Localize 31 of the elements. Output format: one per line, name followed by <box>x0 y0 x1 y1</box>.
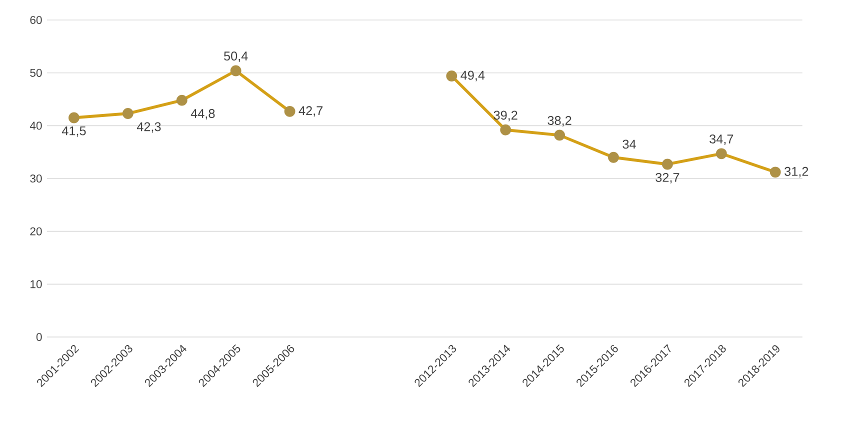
point <box>446 70 458 82</box>
data-label: 38,2 <box>548 116 572 126</box>
y-tick-label: 0 <box>36 333 42 342</box>
point <box>284 106 296 117</box>
point <box>230 65 242 76</box>
point <box>716 148 727 160</box>
y-tick-label: 40 <box>30 122 42 130</box>
data-label: 50,4 <box>224 52 248 62</box>
point <box>608 152 619 163</box>
y-tick-label: 60 <box>30 16 42 24</box>
y-tick-label: 10 <box>30 280 42 288</box>
data-label: 44,8 <box>190 109 215 120</box>
point <box>122 108 134 119</box>
data-label: 41,5 <box>62 126 86 137</box>
point <box>176 94 188 106</box>
point <box>662 158 673 170</box>
data-label: 34 <box>622 140 636 149</box>
y-tick-label: 50 <box>30 68 42 77</box>
y-tick-label: 20 <box>30 227 42 236</box>
data-label: 39,2 <box>494 110 518 122</box>
point <box>500 124 512 136</box>
data-label: 42,3 <box>136 122 161 133</box>
data-label: 49,4 <box>460 70 485 82</box>
point <box>554 130 566 141</box>
data-label: 42,7 <box>298 106 323 117</box>
data-label: 31,2 <box>784 166 808 178</box>
y-tick-label: 30 <box>30 174 42 183</box>
data-label: 32,7 <box>656 172 680 184</box>
point <box>68 112 80 124</box>
data-label: 34,7 <box>710 134 734 145</box>
point <box>770 166 781 178</box>
